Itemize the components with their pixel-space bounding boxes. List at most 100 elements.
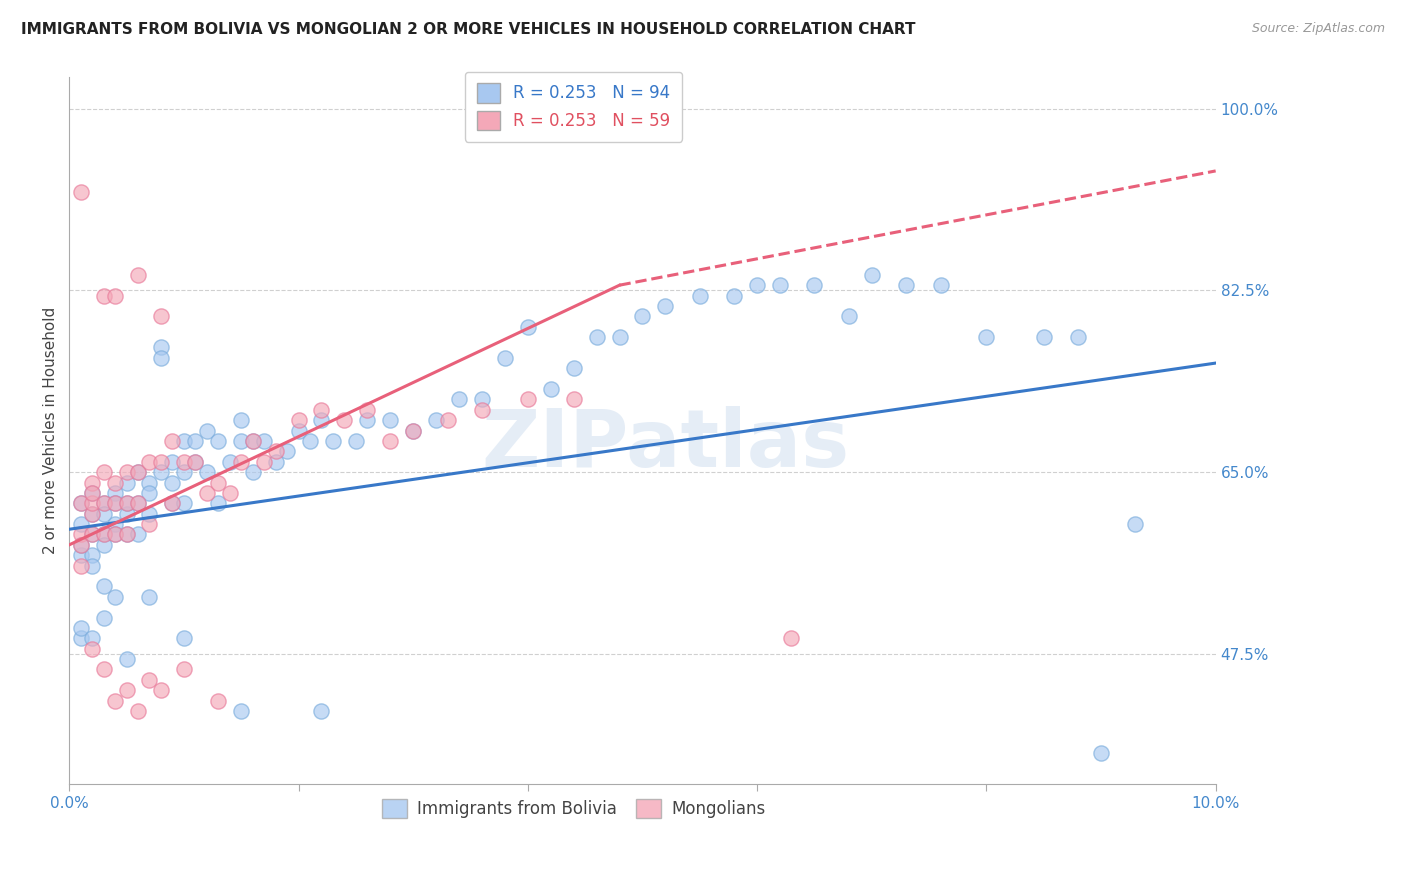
Point <box>207 693 229 707</box>
Point <box>562 361 585 376</box>
Point <box>173 663 195 677</box>
Point <box>127 268 149 282</box>
Point <box>609 330 631 344</box>
Point <box>287 413 309 427</box>
Point <box>264 444 287 458</box>
Point <box>138 475 160 490</box>
Point <box>471 402 494 417</box>
Point <box>207 475 229 490</box>
Point <box>207 434 229 448</box>
Point <box>82 527 104 541</box>
Point <box>115 465 138 479</box>
Point <box>264 455 287 469</box>
Point <box>82 486 104 500</box>
Point <box>93 663 115 677</box>
Point <box>780 632 803 646</box>
Point <box>82 507 104 521</box>
Point <box>471 392 494 407</box>
Point <box>82 527 104 541</box>
Point <box>138 673 160 687</box>
Legend: Immigrants from Bolivia, Mongolians: Immigrants from Bolivia, Mongolians <box>375 792 772 825</box>
Point <box>93 496 115 510</box>
Point <box>115 496 138 510</box>
Point <box>104 288 127 302</box>
Point <box>195 486 218 500</box>
Point <box>162 455 184 469</box>
Point <box>69 496 91 510</box>
Point <box>138 590 160 604</box>
Point <box>231 704 253 718</box>
Point <box>1032 330 1054 344</box>
Point <box>104 475 127 490</box>
Point <box>115 683 138 698</box>
Point <box>115 652 138 666</box>
Point <box>242 434 264 448</box>
Point <box>803 278 825 293</box>
Point <box>929 278 952 293</box>
Point <box>173 496 195 510</box>
Point <box>104 496 127 510</box>
Point <box>93 579 115 593</box>
Point <box>380 434 402 448</box>
Point <box>93 527 115 541</box>
Point <box>127 704 149 718</box>
Point <box>69 185 91 199</box>
Point <box>115 475 138 490</box>
Point <box>894 278 917 293</box>
Text: IMMIGRANTS FROM BOLIVIA VS MONGOLIAN 2 OR MORE VEHICLES IN HOUSEHOLD CORRELATION: IMMIGRANTS FROM BOLIVIA VS MONGOLIAN 2 O… <box>21 22 915 37</box>
Point <box>723 288 745 302</box>
Point <box>516 319 538 334</box>
Point <box>115 527 138 541</box>
Point <box>976 330 998 344</box>
Point <box>195 424 218 438</box>
Point <box>93 507 115 521</box>
Point <box>311 402 333 417</box>
Point <box>344 434 367 448</box>
Point <box>93 538 115 552</box>
Point <box>69 538 91 552</box>
Point <box>631 310 654 324</box>
Point <box>127 496 149 510</box>
Point <box>82 641 104 656</box>
Point <box>104 496 127 510</box>
Point <box>322 434 344 448</box>
Point <box>173 455 195 469</box>
Point <box>149 465 172 479</box>
Point <box>173 434 195 448</box>
Point <box>82 486 104 500</box>
Point <box>138 507 160 521</box>
Point <box>287 424 309 438</box>
Text: Source: ZipAtlas.com: Source: ZipAtlas.com <box>1251 22 1385 36</box>
Point <box>494 351 516 365</box>
Point <box>127 465 149 479</box>
Y-axis label: 2 or more Vehicles in Household: 2 or more Vehicles in Household <box>44 307 58 554</box>
Point <box>540 382 562 396</box>
Point <box>231 413 253 427</box>
Point <box>162 475 184 490</box>
Point <box>69 517 91 532</box>
Point <box>585 330 607 344</box>
Point <box>138 517 160 532</box>
Point <box>311 413 333 427</box>
Point <box>104 693 127 707</box>
Point <box>104 527 127 541</box>
Point <box>654 299 676 313</box>
Point <box>115 507 138 521</box>
Point <box>115 527 138 541</box>
Point <box>231 455 253 469</box>
Point <box>149 683 172 698</box>
Point <box>184 455 207 469</box>
Point <box>115 496 138 510</box>
Point <box>82 558 104 573</box>
Point <box>69 538 91 552</box>
Point <box>333 413 356 427</box>
Point <box>689 288 711 302</box>
Point <box>207 496 229 510</box>
Point <box>69 632 91 646</box>
Point <box>860 268 883 282</box>
Point <box>447 392 470 407</box>
Point <box>82 475 104 490</box>
Point <box>425 413 447 427</box>
Point <box>69 527 91 541</box>
Point <box>149 310 172 324</box>
